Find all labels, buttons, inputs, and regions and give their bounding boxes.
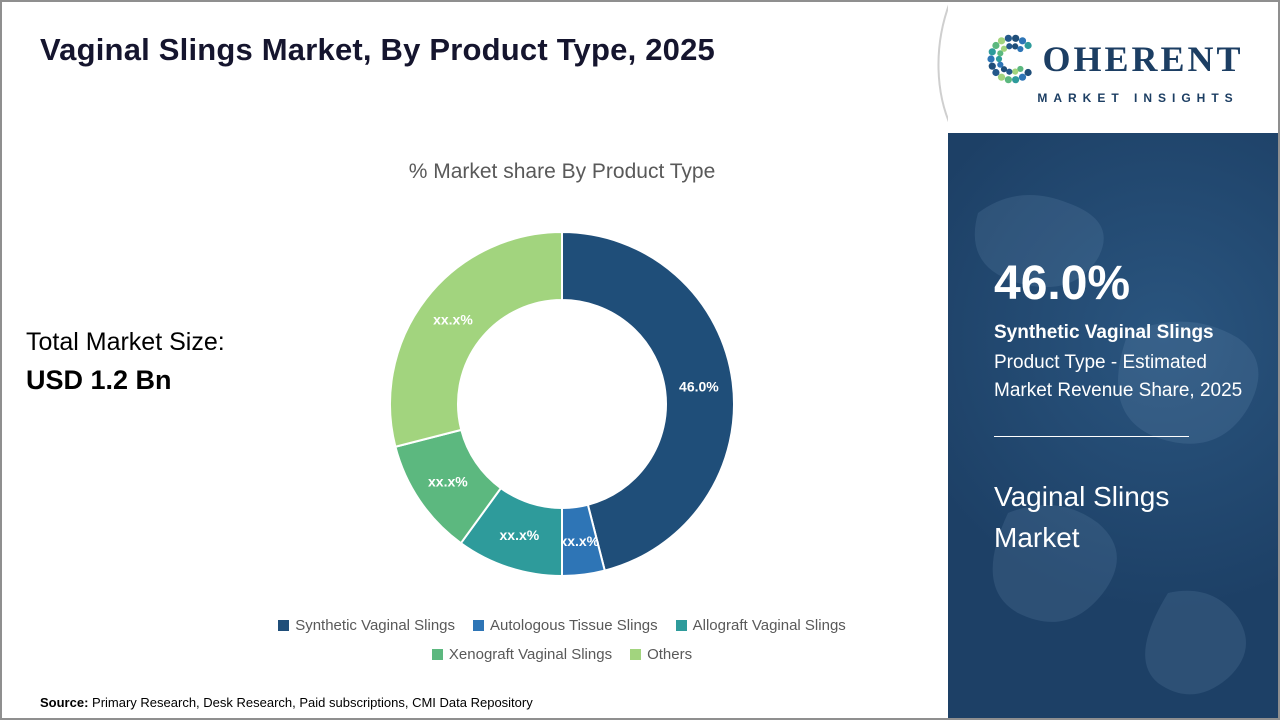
source-label: Source: <box>40 695 89 710</box>
logo-dot <box>1001 45 1008 52</box>
total-market-value: USD 1.2 Bn <box>26 365 172 395</box>
legend-item: Others <box>630 646 692 663</box>
logo-dot <box>1012 75 1020 83</box>
logo-dot <box>1012 34 1020 42</box>
slice-label-5: xx.x% <box>433 311 473 327</box>
slice-label-2: xx.x% <box>559 533 599 549</box>
legend-label: Others <box>647 646 693 663</box>
logo-dot <box>992 68 1000 76</box>
logo-dot <box>997 61 1004 68</box>
logo-dot <box>1005 75 1013 83</box>
logo-dot <box>1024 68 1033 76</box>
legend-label: Autologous Tissue Slings <box>490 617 658 634</box>
logo-dot <box>1012 42 1019 49</box>
logo-brand-text: OHERENT <box>1042 38 1244 79</box>
chart-legend: Synthetic Vaginal Slings Autologous Tissu… <box>252 617 872 663</box>
logo-dot <box>989 62 997 70</box>
logo-dot <box>997 49 1004 56</box>
chart-title: % Market share By Product Type <box>408 160 716 183</box>
logo-dot <box>1017 65 1024 72</box>
logo-dot <box>1019 73 1027 81</box>
donut-slice-5 <box>389 230 563 448</box>
legend-item: Autologous Tissue Slings <box>473 617 658 634</box>
logo-dot <box>1006 42 1013 49</box>
legend-swatch <box>675 620 687 631</box>
logo-dot <box>987 54 996 63</box>
highlight-stat-title: Synthetic Vaginal Slings <box>994 322 1214 344</box>
legend-swatch <box>630 649 642 660</box>
slice-label-1: 46.0% <box>679 379 719 395</box>
page-title: Vaginal Slings Market, By Product Type, … <box>40 32 715 67</box>
legend-label: Allograft Vaginal Slings <box>692 617 846 634</box>
slice-label-4: xx.x% <box>428 474 468 490</box>
logo-dot <box>1017 45 1024 52</box>
donut-chart: 46.0% xx.x% xx.x% xx.x% xx.x% <box>389 230 735 578</box>
logo-dot <box>989 47 997 55</box>
legend-item: Xenograft Vaginal Slings <box>431 646 613 663</box>
logo-dot <box>1012 68 1019 75</box>
legend-item: Allograft Vaginal Slings <box>675 617 846 634</box>
sidebar-report-title: Vaginal Slings Market <box>994 480 1170 553</box>
coherent-logo-mark-icon <box>987 34 1033 83</box>
logo-dot <box>1005 34 1013 42</box>
total-market-size: Total Market Size: USD 1.2 Bn <box>26 328 225 396</box>
logo-dot <box>1001 65 1008 72</box>
legend-swatch <box>431 649 443 660</box>
sidebar-divider <box>994 435 1189 437</box>
legend-label: Xenograft Vaginal Slings <box>448 646 613 663</box>
legend-label: Synthetic Vaginal Slings <box>295 617 456 634</box>
highlight-stat-value: 46.0% <box>994 257 1131 310</box>
legend-swatch <box>278 620 290 631</box>
legend-swatch <box>473 620 485 631</box>
source-note: Source: Primary Research, Desk Research,… <box>40 695 533 710</box>
source-text: Primary Research, Desk Research, Paid su… <box>88 695 533 710</box>
donut-slice-1 <box>561 230 735 572</box>
logo-dot <box>1024 41 1033 49</box>
logo-dot <box>998 73 1006 81</box>
logo-tagline: MARKET INSIGHTS <box>1037 90 1239 105</box>
logo-dot <box>1019 36 1027 44</box>
logo-dot <box>998 36 1006 44</box>
logo-dot <box>992 41 1000 49</box>
logo-dot <box>1006 68 1013 75</box>
logo-area: OHERENT MARKET INSIGHTS <box>948 2 1278 133</box>
highlight-sidebar: 46.0% Synthetic Vaginal Slings Product T… <box>948 133 1278 718</box>
legend-item: Synthetic Vaginal Slings <box>278 617 455 634</box>
highlight-stat-description: Product Type - Estimated Market Revenue … <box>994 351 1243 402</box>
total-market-label: Total Market Size: <box>26 328 225 356</box>
slice-label-3: xx.x% <box>500 527 540 543</box>
logo-dot <box>996 55 1003 62</box>
